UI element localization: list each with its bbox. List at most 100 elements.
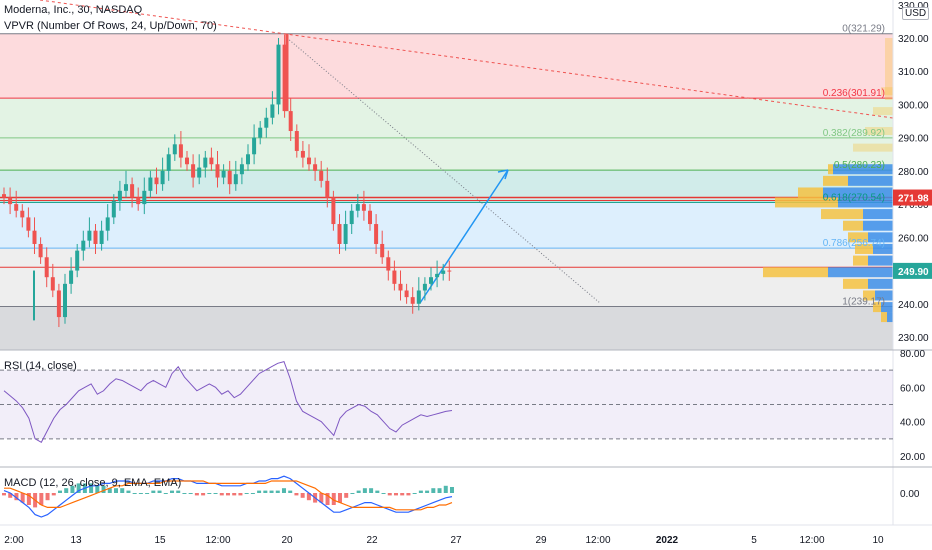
fib-zone bbox=[0, 137, 893, 171]
candle-body bbox=[429, 277, 433, 284]
candle-body bbox=[166, 154, 171, 171]
macd-histogram-bar bbox=[2, 493, 6, 496]
volume-profile-bar bbox=[823, 175, 848, 186]
candle-body bbox=[81, 240, 86, 251]
macd-histogram-bar bbox=[51, 493, 56, 496]
macd-histogram-bar bbox=[449, 487, 454, 493]
candle-body bbox=[75, 250, 80, 271]
line-price-tag bbox=[893, 189, 932, 206]
volume-profile-bar bbox=[848, 232, 868, 243]
price-tick-label: 280.00 bbox=[898, 167, 929, 178]
rsi-pane[interactable]: 20.00 40.00 60.00 80.00 bbox=[0, 349, 925, 463]
price-candles[interactable] bbox=[2, 33, 452, 328]
volume-profile-bar bbox=[863, 209, 893, 220]
macd-histogram-bar bbox=[232, 493, 237, 496]
candle-body bbox=[361, 204, 366, 211]
volume-profile-bar bbox=[843, 220, 863, 231]
fib-zone bbox=[0, 33, 893, 99]
macd-histogram-bar bbox=[325, 493, 330, 505]
candle-body bbox=[172, 144, 177, 155]
macd-histogram-bar bbox=[356, 490, 361, 493]
candle-body bbox=[404, 290, 409, 298]
candle-body bbox=[69, 270, 74, 284]
macd-histogram-bar bbox=[219, 493, 224, 496]
volume-profile-bar bbox=[865, 127, 893, 136]
volume-profile-bar bbox=[821, 209, 863, 220]
time-tick-label: 20 bbox=[281, 535, 293, 546]
candle-body bbox=[252, 137, 257, 155]
macd-histogram-bar bbox=[412, 493, 417, 494]
macd-histogram-bar bbox=[107, 488, 112, 493]
time-tick-label: 15 bbox=[154, 535, 166, 546]
time-tick-label: 12:00 bbox=[585, 535, 610, 546]
macd-histogram-bar bbox=[257, 490, 262, 493]
candle-body bbox=[130, 184, 135, 198]
price-tick-label: 300.00 bbox=[898, 100, 929, 111]
macd-histogram-bar bbox=[337, 493, 342, 503]
macd-histogram-bar bbox=[26, 493, 31, 505]
volume-profile-bar bbox=[873, 243, 893, 254]
candle-body bbox=[221, 170, 226, 178]
macd-histogram-bar bbox=[269, 490, 274, 493]
macd-histogram-bar bbox=[213, 493, 218, 494]
price-tick-label: 270.00 bbox=[898, 200, 929, 211]
fib-zone bbox=[0, 202, 893, 249]
macd-pane[interactable]: 0.00 bbox=[2, 475, 920, 518]
candle-body bbox=[20, 210, 25, 218]
volume-profile-bar bbox=[873, 107, 893, 116]
candle-body bbox=[349, 210, 354, 225]
fib-zone bbox=[0, 98, 893, 138]
candle-body bbox=[337, 224, 342, 244]
rsi-label: RSI (14, close) bbox=[4, 360, 77, 372]
fib-label: 0.236(301.91) bbox=[823, 88, 885, 99]
macd-histogram-bar bbox=[306, 493, 311, 501]
macd-label: MACD (12, 26, close, 9, EMA, EMA) bbox=[4, 477, 182, 489]
candle-body bbox=[392, 270, 397, 284]
candle-body bbox=[38, 243, 43, 258]
macd-histogram-bar bbox=[157, 490, 162, 493]
price-tick-label: 310.00 bbox=[898, 67, 929, 78]
macd-histogram-bar bbox=[145, 493, 150, 494]
candle-body bbox=[111, 200, 116, 218]
price-tick-label: 260.00 bbox=[898, 233, 929, 244]
volume-profile-bar bbox=[828, 267, 893, 278]
macd-histogram-bar bbox=[369, 488, 374, 493]
macd-tick-label: 0.00 bbox=[900, 489, 920, 500]
volume-profile-bar bbox=[868, 255, 893, 266]
macd-histogram-bar bbox=[406, 493, 411, 496]
candle-body bbox=[233, 174, 238, 185]
macd-histogram-bar bbox=[425, 490, 430, 493]
arrow-head-icon bbox=[497, 169, 509, 180]
candle-body bbox=[178, 144, 183, 158]
projection-arrow-line bbox=[419, 169, 509, 304]
macd-histogram-bar bbox=[418, 490, 423, 493]
currency-label[interactable]: USD bbox=[902, 7, 930, 20]
candle-body bbox=[355, 204, 360, 211]
volume-profile-bar bbox=[855, 243, 873, 254]
macd-histogram-bar bbox=[207, 493, 212, 494]
time-axis[interactable]: 2:00 13 15 12:00 20 22 27 29 12:00 2022 5 12:00 10 bbox=[0, 524, 932, 546]
macd-histogram-bar bbox=[393, 493, 398, 496]
macd-histogram-bar bbox=[8, 493, 13, 498]
fib-label: 0.786(256.74) bbox=[823, 238, 885, 249]
rsi-tick-label: 60.00 bbox=[900, 383, 925, 394]
macd-histogram-bar bbox=[437, 488, 442, 493]
volume-profile-bar bbox=[848, 175, 893, 186]
volume-profile-bar bbox=[887, 312, 893, 323]
macd-histogram-bar bbox=[288, 490, 293, 493]
candle-body bbox=[209, 157, 214, 165]
volume-profile-bar bbox=[775, 197, 838, 208]
candle-body bbox=[422, 283, 427, 291]
volume-profile-bar bbox=[863, 290, 875, 301]
fib-label: 0.382(289.92) bbox=[823, 128, 885, 139]
candle-body bbox=[117, 190, 122, 201]
macd-histogram-bar bbox=[120, 488, 125, 493]
price-tick-label: 320.00 bbox=[898, 34, 929, 45]
trend-lines[interactable] bbox=[39, 0, 894, 304]
candle-body bbox=[246, 154, 250, 165]
candle-body bbox=[14, 204, 19, 211]
macd-histogram-bar bbox=[101, 485, 106, 493]
time-tick-label: 29 bbox=[535, 535, 547, 546]
